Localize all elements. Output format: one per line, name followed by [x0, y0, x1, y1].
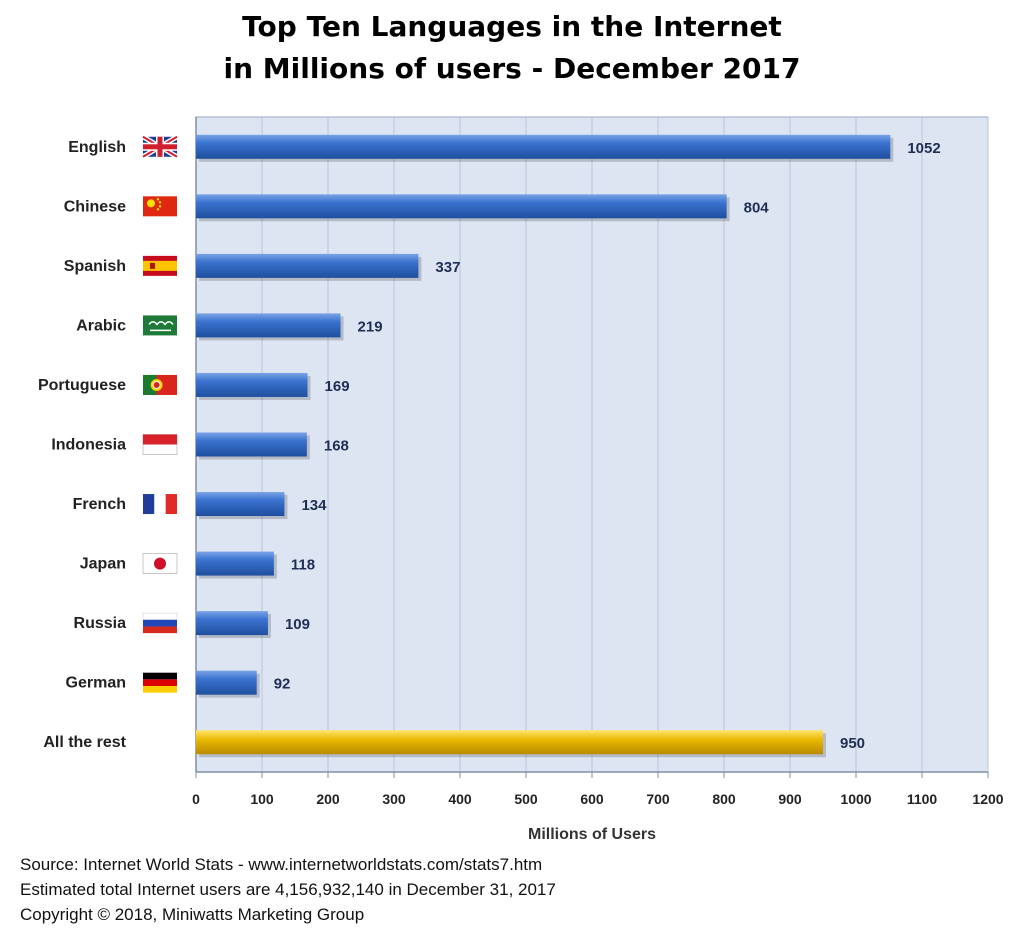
x-tick-label: 500 — [514, 791, 538, 807]
bar — [196, 551, 274, 576]
value-label: 169 — [325, 378, 350, 395]
x-axis-title: Millions of Users — [528, 826, 656, 843]
japan-flag-icon — [142, 553, 178, 574]
rest-bar — [196, 730, 823, 755]
footer-estimate: Estimated total Internet users are 4,156… — [20, 880, 556, 899]
x-tick-label: 1000 — [840, 791, 871, 807]
value-label: 804 — [744, 199, 770, 216]
bar — [196, 313, 341, 338]
x-tick-label: 900 — [778, 791, 802, 807]
france-flag-icon — [143, 494, 177, 515]
category-label: Indonesia — [51, 437, 126, 454]
x-tick-label: 100 — [250, 791, 274, 807]
value-label: 92 — [274, 676, 291, 693]
x-tick-label: 200 — [316, 791, 340, 807]
x-tick-label: 400 — [448, 791, 472, 807]
value-label: 337 — [435, 259, 460, 276]
x-tick-label: 1100 — [907, 791, 938, 807]
category-label: Portuguese — [38, 377, 126, 394]
x-tick-label: 0 — [192, 791, 200, 807]
category-label: Chinese — [64, 198, 126, 215]
x-tick-label: 700 — [646, 791, 670, 807]
bar — [196, 194, 727, 219]
value-label: 219 — [358, 318, 383, 335]
category-label: French — [73, 496, 126, 513]
bar — [196, 611, 268, 636]
category-label: Arabic — [76, 317, 126, 334]
category-label: Japan — [80, 556, 126, 573]
bar — [196, 372, 308, 397]
spain-flag-icon — [143, 255, 177, 276]
footer-copyright: Copyright © 2018, Miniwatts Marketing Gr… — [20, 905, 365, 924]
x-tick-label: 600 — [580, 791, 604, 807]
category-label: English — [68, 139, 126, 156]
value-label: 1052 — [907, 140, 940, 157]
bar — [196, 492, 285, 517]
category-label: Russia — [74, 615, 127, 632]
value-label: 950 — [840, 735, 865, 752]
portugal-flag-icon — [143, 374, 177, 395]
value-label: 168 — [324, 438, 349, 455]
value-label: 118 — [291, 557, 315, 574]
x-tick-label: 800 — [712, 791, 736, 807]
category-label: Spanish — [64, 258, 126, 275]
bar — [196, 134, 891, 159]
bar — [196, 670, 257, 695]
germany-flag-icon — [143, 672, 177, 693]
united-kingdom-flag-icon — [141, 134, 179, 159]
saudi-arabia-flag-icon — [143, 315, 177, 336]
chart-subtitle: in Millions of users - December 2017 — [223, 52, 801, 85]
russia-flag-icon — [142, 612, 178, 634]
bar-chart-svg: 0 100 200 300 400 500 600 700 800 900 1000 1100 1200… — [38, 116, 1004, 843]
x-tick-label: 300 — [382, 791, 406, 807]
value-label: 134 — [301, 497, 327, 514]
chart-title: Top Ten Languages in the Internet — [242, 10, 782, 43]
category-label: All the rest — [43, 734, 126, 751]
china-flag-icon — [143, 196, 177, 217]
x-tick-label: 1200 — [972, 791, 1003, 807]
footer-source: Source: Internet World Stats - www.inter… — [20, 855, 543, 874]
indonesia-flag-icon — [142, 434, 178, 455]
category-label: German — [66, 675, 126, 692]
value-label: 109 — [285, 616, 310, 633]
bar — [196, 432, 307, 457]
bar — [196, 253, 419, 278]
